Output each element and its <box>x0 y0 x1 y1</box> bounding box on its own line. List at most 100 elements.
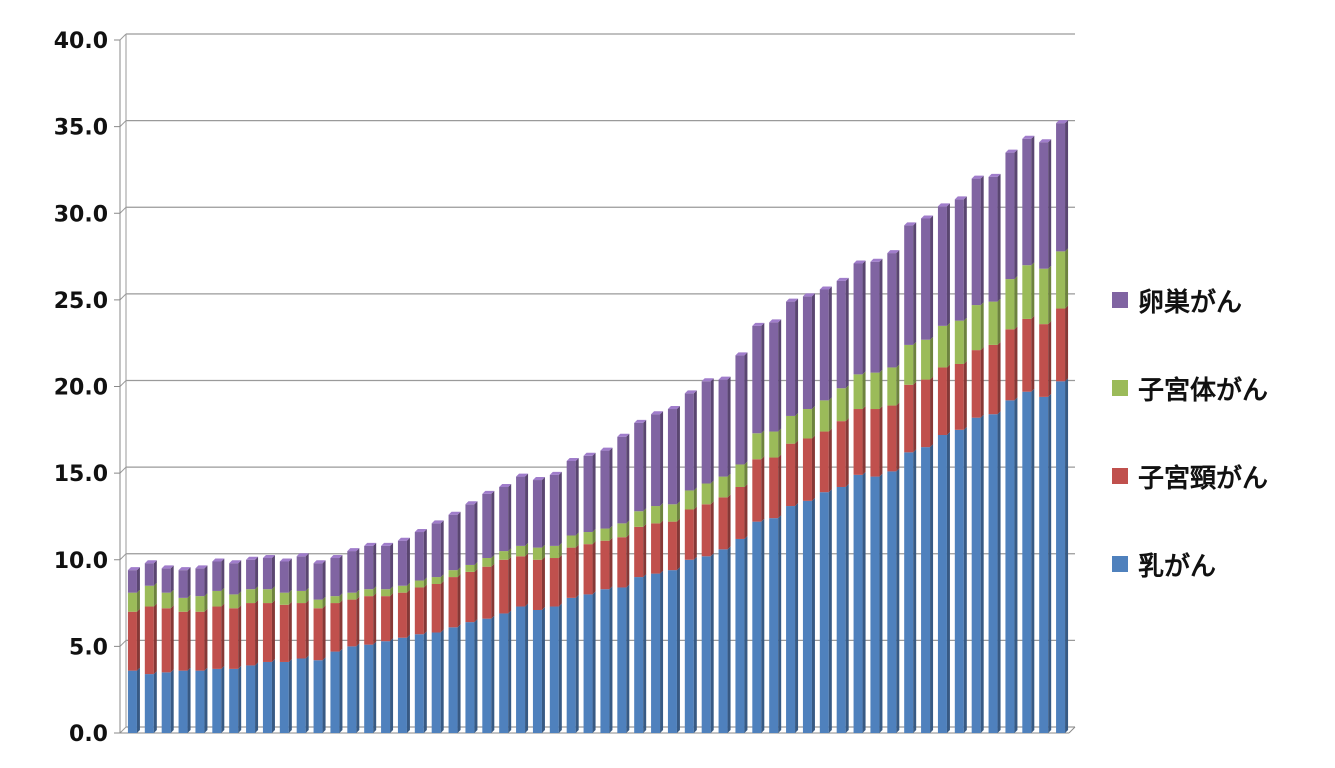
bar-segment-3 <box>465 504 475 565</box>
bar-segment-2 <box>887 367 897 406</box>
bar-side-3 <box>761 322 765 434</box>
bar-side-0 <box>778 515 782 733</box>
bar-side-3 <box>930 215 934 340</box>
bar-side-0 <box>558 603 562 733</box>
bar-segment-1 <box>937 367 947 436</box>
bar-side-2 <box>373 586 377 597</box>
bar-segment-3 <box>229 563 239 595</box>
bar-side-0 <box>390 638 394 733</box>
bar-segment-0 <box>870 476 880 733</box>
bar-side-2 <box>896 364 900 406</box>
bar-segment-3 <box>904 225 914 345</box>
bar-side-1 <box>221 603 225 669</box>
bar-side-2 <box>255 586 259 604</box>
bar-side-3 <box>406 537 410 586</box>
bar-segment-2 <box>246 589 256 604</box>
bar-segment-1 <box>516 556 526 607</box>
bar-top <box>549 471 562 475</box>
y-tick-label: 20.0 <box>54 376 108 401</box>
bar-top <box>1056 120 1069 124</box>
bar-side-2 <box>423 577 427 588</box>
legend-item-cervical: 子宮頸がん <box>1112 456 1268 496</box>
bar-segment-0 <box>651 573 661 733</box>
bar-side-2 <box>170 589 174 609</box>
bar-side-2 <box>980 302 984 351</box>
bar-side-3 <box>440 520 444 578</box>
bar-side-1 <box>255 600 259 666</box>
bar-segment-2 <box>701 483 711 505</box>
bar-segment-3 <box>1056 123 1066 252</box>
bar-segment-3 <box>971 178 981 306</box>
bar-segment-3 <box>786 301 796 416</box>
bar-segment-3 <box>448 514 458 571</box>
bar-segment-3 <box>1005 152 1015 280</box>
bar-segment-0 <box>904 452 914 733</box>
bar-segment-2 <box>347 592 357 600</box>
bar-segment-2 <box>600 528 610 541</box>
bar-side-3 <box>575 457 579 536</box>
bar-side-2 <box>322 596 326 609</box>
bar-side-0 <box>693 556 697 733</box>
bar-side-3 <box>153 560 157 586</box>
bar-side-0 <box>305 655 309 733</box>
bar-segment-1 <box>178 611 188 671</box>
bar-side-0 <box>980 414 984 733</box>
y-tick-label: 30.0 <box>54 202 108 227</box>
bar-segment-1 <box>279 604 289 662</box>
legend-label-ovarian: 卵巣がん <box>1138 287 1243 318</box>
bar-side-1 <box>525 553 529 607</box>
bar-top <box>701 378 714 382</box>
bar-segment-3 <box>617 436 627 524</box>
bar-segment-2 <box>499 551 509 560</box>
bar-side-2 <box>153 582 157 607</box>
bar-side-3 <box>508 483 512 552</box>
bar-side-3 <box>541 477 545 548</box>
bar-top <box>499 483 512 487</box>
bar-side-0 <box>474 619 478 733</box>
bar-segment-3 <box>887 253 897 368</box>
bar-segment-1 <box>701 504 711 557</box>
bar-top <box>347 548 360 552</box>
bar-segment-0 <box>802 500 812 733</box>
bar-side-3 <box>879 258 883 373</box>
bar-side-3 <box>811 293 815 410</box>
bar-side-3 <box>356 548 360 593</box>
bar-top <box>330 555 343 559</box>
bar-segment-1 <box>667 521 677 571</box>
bar-segment-3 <box>684 393 694 491</box>
bar-side-0 <box>440 629 444 733</box>
bar-segment-0 <box>887 471 897 733</box>
bar-side-2 <box>676 501 680 522</box>
bar-segment-2 <box>212 590 222 607</box>
bar-side-3 <box>778 319 782 432</box>
bar-segment-2 <box>1005 279 1015 330</box>
bar-segment-0 <box>499 613 509 733</box>
bar-side-1 <box>795 440 799 507</box>
bar-segment-1 <box>583 544 593 595</box>
bar-side-0 <box>845 483 849 733</box>
bar-segment-2 <box>516 545 526 557</box>
bar-side-3 <box>710 378 714 484</box>
bar-top <box>904 222 917 226</box>
bar-segment-2 <box>195 596 205 612</box>
bar-segment-3 <box>431 523 441 578</box>
bar-top <box>617 433 630 437</box>
bar-side-3 <box>136 567 140 593</box>
bar-side-1 <box>1065 305 1069 382</box>
bar-segment-1 <box>786 443 796 507</box>
bar-segment-1 <box>364 596 374 645</box>
bar-side-0 <box>795 503 799 733</box>
bar-segment-1 <box>431 584 441 633</box>
bar-segment-0 <box>819 492 829 733</box>
bar-segment-2 <box>819 400 829 432</box>
bar-side-1 <box>828 428 832 493</box>
bar-side-0 <box>170 669 174 733</box>
bar-segment-2 <box>161 592 171 609</box>
bar-side-3 <box>913 222 917 345</box>
bar-segment-1 <box>600 540 610 590</box>
bar-segment-0 <box>347 646 357 733</box>
bar-segment-0 <box>397 637 407 733</box>
bar-side-1 <box>474 568 478 623</box>
bar-segment-3 <box>954 199 964 321</box>
bar-top <box>718 376 731 380</box>
